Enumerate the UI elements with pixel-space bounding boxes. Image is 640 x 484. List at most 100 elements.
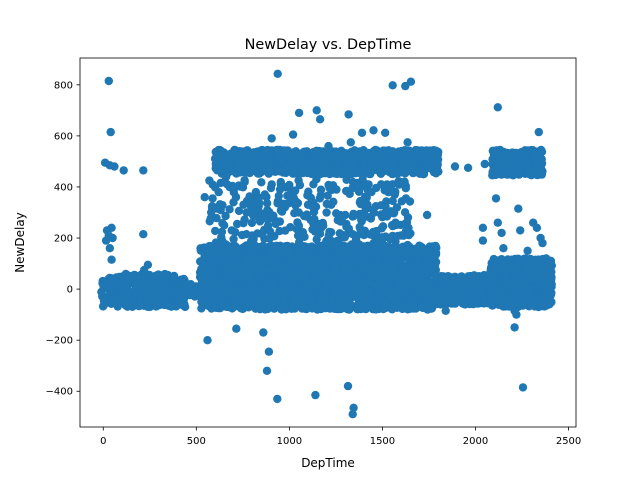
data-point — [386, 158, 396, 167]
data-point — [527, 288, 536, 298]
data-point — [493, 290, 503, 299]
data-point — [366, 167, 375, 176]
data-point — [251, 243, 260, 253]
data-point — [356, 304, 365, 313]
data-point — [431, 241, 440, 251]
data-point — [387, 256, 396, 265]
data-point — [211, 303, 220, 312]
data-point — [411, 295, 420, 304]
data-point — [526, 254, 535, 264]
data-point — [334, 161, 344, 170]
data-point — [236, 291, 245, 300]
data-point — [286, 283, 295, 292]
data-point — [374, 274, 384, 283]
data-point — [530, 153, 540, 162]
data-point — [319, 270, 329, 279]
data-point — [232, 162, 241, 172]
data-point — [340, 150, 349, 159]
data-point — [215, 149, 225, 158]
data-point — [234, 206, 244, 216]
data-point — [357, 265, 367, 274]
data-point — [130, 280, 139, 289]
data-point — [500, 159, 510, 168]
data-point — [404, 250, 414, 260]
data-point — [354, 240, 363, 249]
data-point — [276, 157, 286, 166]
data-point — [414, 276, 423, 285]
data-point — [152, 271, 162, 280]
data-point — [364, 289, 374, 298]
data-point — [400, 208, 410, 217]
data-point — [501, 275, 510, 285]
data-point — [465, 280, 474, 289]
data-point — [204, 292, 213, 302]
data-point — [239, 200, 248, 209]
data-point — [205, 267, 214, 276]
data-point — [365, 150, 374, 160]
data-point — [268, 256, 278, 265]
data-point — [142, 287, 151, 297]
data-point — [327, 256, 337, 265]
data-point — [312, 146, 321, 155]
data-point — [221, 211, 230, 221]
data-point — [537, 266, 546, 275]
data-point — [371, 281, 380, 290]
data-point — [307, 291, 316, 301]
data-point — [342, 269, 351, 278]
chart-title: NewDelay vs. DepTime — [245, 37, 412, 53]
data-point — [419, 303, 429, 312]
data-point — [163, 288, 173, 298]
data-point — [414, 253, 423, 262]
data-point — [405, 163, 415, 173]
data-point — [308, 303, 317, 312]
data-point — [251, 167, 260, 176]
data-point — [409, 302, 418, 311]
data-point — [381, 286, 390, 296]
data-point — [334, 255, 344, 264]
data-point — [113, 281, 122, 290]
data-point — [396, 249, 405, 258]
data-point — [383, 268, 392, 277]
data-point — [270, 232, 279, 241]
data-point — [210, 274, 219, 284]
data-point — [495, 152, 504, 161]
data-point — [367, 249, 376, 258]
data-point — [233, 219, 242, 229]
data-point — [311, 281, 321, 290]
data-point — [413, 259, 422, 269]
data-point — [340, 233, 349, 242]
data-point — [355, 222, 364, 232]
data-point — [252, 158, 261, 168]
data-point — [285, 248, 294, 258]
data-point — [498, 284, 508, 294]
data-point — [139, 278, 148, 287]
data-point — [533, 169, 542, 178]
data-point — [392, 294, 402, 304]
data-point — [334, 244, 343, 253]
data-point — [544, 271, 554, 281]
data-point — [162, 271, 171, 280]
data-point — [329, 262, 339, 272]
data-point — [273, 147, 282, 157]
data-point — [320, 287, 330, 296]
data-point — [229, 234, 238, 244]
data-point — [450, 291, 459, 300]
data-point — [166, 302, 176, 311]
data-point — [522, 263, 531, 273]
data-point — [525, 169, 534, 178]
data-point — [361, 279, 370, 288]
data-point — [289, 150, 298, 159]
data-point — [390, 165, 399, 174]
data-point — [241, 297, 250, 306]
data-point — [538, 299, 547, 308]
data-point — [254, 271, 263, 280]
data-point — [263, 205, 272, 215]
data-point — [153, 291, 162, 300]
data-point — [242, 241, 251, 250]
data-point — [523, 159, 532, 168]
data-point — [98, 292, 107, 301]
data-point — [502, 165, 511, 175]
data-point — [208, 194, 217, 203]
data-point — [223, 262, 233, 271]
